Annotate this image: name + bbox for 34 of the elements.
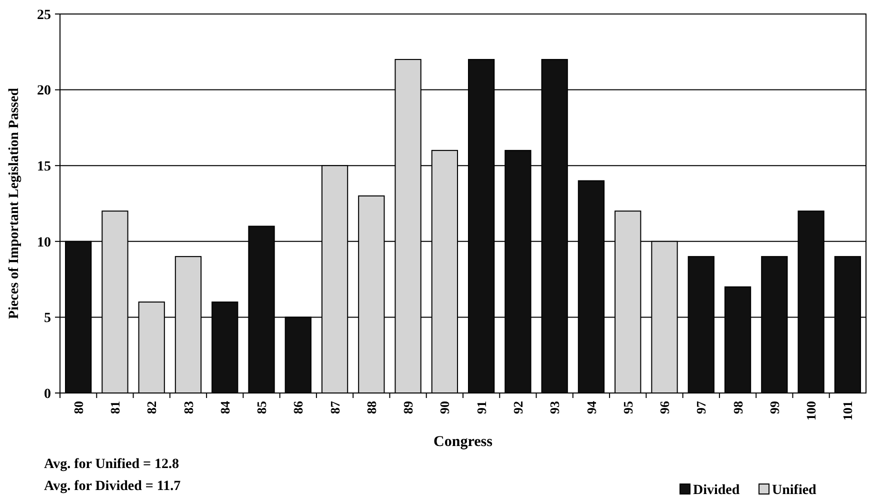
x-tick-label: 98 bbox=[730, 400, 746, 414]
x-tick-label: 99 bbox=[766, 400, 782, 414]
x-tick-label: 87 bbox=[327, 400, 342, 414]
x-tick-label: 84 bbox=[217, 400, 232, 414]
x-tick-label: 96 bbox=[657, 400, 672, 414]
x-tick-label: 85 bbox=[254, 400, 270, 414]
x-tick-label: 92 bbox=[510, 401, 526, 414]
legend-label: Unified bbox=[772, 483, 817, 498]
y-axis-title: Pieces of Important Legislation Passed bbox=[7, 88, 22, 319]
x-tick-label: 86 bbox=[290, 400, 306, 414]
x-tick-label: 101 bbox=[840, 401, 856, 420]
x-tick-label: 95 bbox=[620, 400, 636, 414]
x-tick-label: 82 bbox=[144, 401, 160, 414]
x-tick-label: 94 bbox=[584, 400, 599, 414]
y-tick-label: 20 bbox=[37, 84, 51, 99]
y-tick-label: 5 bbox=[44, 311, 51, 326]
y-tick-label: 10 bbox=[37, 235, 51, 250]
x-axis-title: Congress bbox=[434, 434, 493, 450]
y-tick-label: 25 bbox=[37, 8, 51, 23]
x-tick-label: 88 bbox=[364, 400, 379, 414]
x-tick-label: 91 bbox=[474, 401, 489, 414]
x-tick-label: 81 bbox=[108, 401, 123, 414]
text: Avg. for Divided = 11.7 bbox=[44, 479, 181, 494]
x-tick-label: 90 bbox=[437, 401, 452, 414]
x-tick-label: 80 bbox=[70, 401, 86, 414]
x-tick-label: 93 bbox=[547, 400, 562, 414]
x-tick-label: 89 bbox=[400, 400, 416, 414]
x-tick-label: 83 bbox=[180, 400, 196, 414]
x-tick-label: 100 bbox=[804, 401, 819, 420]
y-tick-label: 0 bbox=[44, 386, 51, 402]
text: Avg. for Unified = 12.8 bbox=[44, 457, 180, 472]
legend-label: Divided bbox=[693, 483, 740, 498]
x-tick-label: 97 bbox=[694, 400, 709, 414]
y-tick-label: 15 bbox=[37, 160, 51, 174]
